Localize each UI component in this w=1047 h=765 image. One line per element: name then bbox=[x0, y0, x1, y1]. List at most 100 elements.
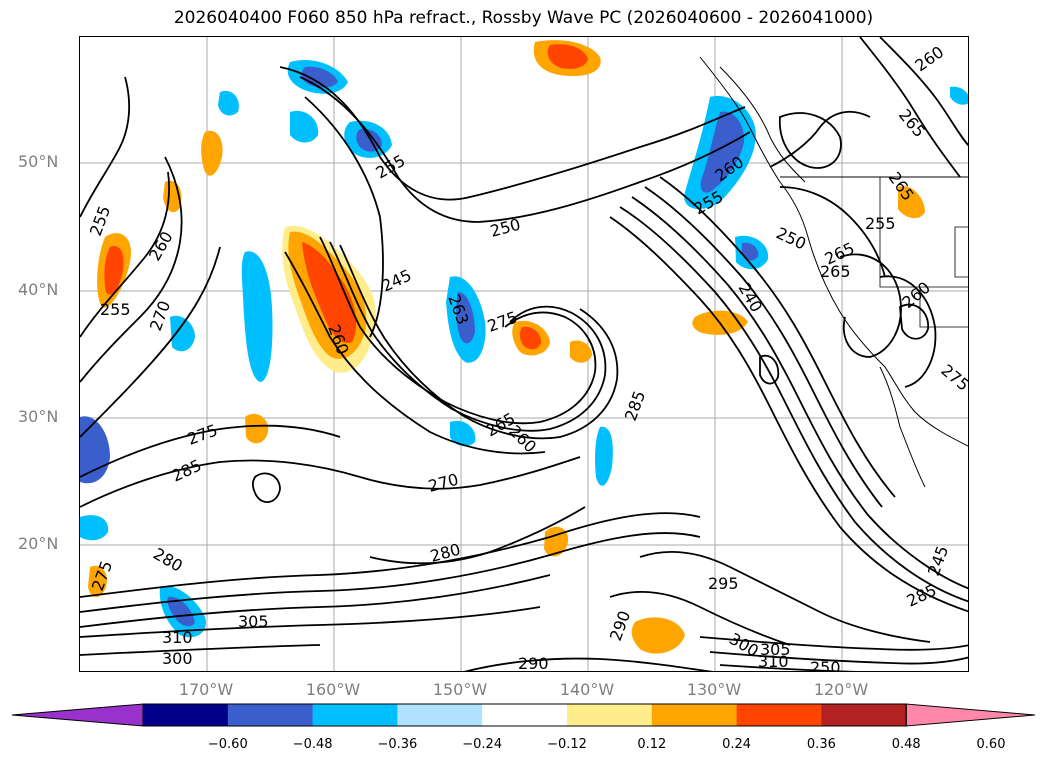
colorbar-tick-label: 0.48 bbox=[891, 737, 921, 752]
colorbar-segment bbox=[312, 704, 398, 726]
contour-label-42: 245 bbox=[924, 543, 952, 578]
anomaly-positive-spot-i bbox=[898, 186, 925, 219]
colorbar-tick-label: 0.12 bbox=[637, 737, 667, 752]
contour-west-255 bbox=[80, 76, 130, 218]
colorbar-segment bbox=[567, 704, 653, 726]
colorbar-segment bbox=[227, 704, 314, 726]
contour-jet-east-5 bbox=[659, 176, 896, 498]
anomaly-negative-north-c bbox=[290, 110, 319, 143]
anomaly-positive-spot-e bbox=[544, 526, 569, 557]
colorbar-tick-label: 0.36 bbox=[806, 737, 836, 752]
contour-west-260 bbox=[80, 171, 170, 338]
contour-ne-260 bbox=[879, 37, 968, 147]
contour-closed-d bbox=[899, 303, 929, 340]
contour-label-8: 250 bbox=[488, 215, 522, 241]
anomaly-positive-spot-f bbox=[631, 617, 685, 654]
contour-label-29: 280 bbox=[428, 540, 462, 566]
contour-label-22: 275 bbox=[937, 361, 969, 395]
anomaly-negative-north-b-core bbox=[356, 128, 382, 152]
lon-label-130w: 130°W bbox=[686, 680, 742, 699]
contour-label-30: 275 bbox=[88, 558, 116, 593]
colorbar-tick-label: −0.12 bbox=[547, 737, 587, 752]
contour-label-14: 250 bbox=[773, 223, 809, 253]
contour-275-mid bbox=[359, 456, 581, 490]
colorbar-segment bbox=[736, 704, 822, 726]
map-panel: 260 265 255 260 265 255 260 250 255 245 … bbox=[79, 36, 969, 672]
colorbar-frame bbox=[142, 703, 907, 727]
contour-main-trough-1 bbox=[319, 236, 597, 425]
map-title: 2026040400 F060 850 hPa refract., Rossby… bbox=[173, 8, 874, 28]
contour-label-2: 265 bbox=[895, 105, 929, 141]
lon-label-120w: 120°W bbox=[813, 680, 869, 699]
contour-closed-b bbox=[779, 112, 842, 169]
lat-label-50n: 50°N bbox=[18, 152, 59, 171]
colorbar-segment bbox=[821, 704, 907, 726]
contour-label-20: 265 bbox=[820, 262, 851, 281]
contour-310 bbox=[80, 644, 321, 656]
refractivity-contours bbox=[80, 37, 968, 671]
anomaly-negative-coast-core bbox=[700, 111, 745, 193]
contour-closed-c bbox=[759, 354, 780, 385]
colorbar-tick-label: −0.24 bbox=[462, 737, 503, 752]
anomaly-negative-spot-a bbox=[170, 315, 195, 352]
anomaly-positive-north-core bbox=[547, 44, 588, 69]
anomaly-negative-south-west-core bbox=[167, 596, 195, 627]
contour-label-13: 255 bbox=[100, 300, 131, 319]
contour-label-41: 250 bbox=[810, 658, 841, 672]
contour-290 bbox=[609, 590, 791, 646]
contour-south-band-3 bbox=[80, 574, 551, 628]
lon-label-140w: 140°W bbox=[559, 680, 615, 699]
border-east-box-2 bbox=[919, 287, 968, 328]
colorbar-segment bbox=[651, 704, 738, 726]
contour-main-trough-2 bbox=[329, 241, 607, 432]
colorbar-segment bbox=[397, 704, 483, 726]
contour-west-265 bbox=[80, 156, 183, 383]
contour-label-26: 285 bbox=[169, 455, 205, 485]
contour-south-band-2 bbox=[80, 532, 701, 613]
contour-ne-265 bbox=[859, 37, 961, 178]
colorbar-over-extend bbox=[905, 703, 1036, 727]
colorbar-tick-label: 0.24 bbox=[722, 737, 752, 752]
colorbar-under-extend bbox=[11, 703, 144, 727]
contour-west-270 bbox=[80, 246, 221, 438]
coastline-north-america bbox=[699, 56, 968, 447]
contour-label-6: 255 bbox=[86, 203, 114, 238]
map-canvas: 260 265 255 260 265 255 260 250 255 245 … bbox=[80, 37, 969, 672]
lat-label-40n: 40°N bbox=[18, 280, 59, 299]
contour-coast-265 bbox=[779, 186, 886, 278]
political-borders bbox=[879, 177, 968, 328]
contour-closed-a bbox=[251, 472, 281, 503]
colorbar-tick-label: −0.36 bbox=[377, 737, 418, 752]
anomaly-negative-central-core bbox=[456, 292, 475, 344]
anomaly-positive-west-core bbox=[104, 246, 124, 295]
anomaly-negative-west-edge bbox=[80, 416, 110, 484]
contour-label-21: 255 bbox=[865, 214, 896, 233]
contour-jet-east-3 bbox=[631, 196, 968, 590]
coastline-alaska-panhandle bbox=[719, 66, 806, 183]
contour-300 bbox=[464, 657, 713, 671]
contour-label-33: 305 bbox=[238, 612, 269, 631]
contour-jet-east-1 bbox=[609, 216, 968, 613]
lon-label-150w: 150°W bbox=[432, 680, 488, 699]
contour-280-east bbox=[639, 550, 931, 643]
colorbar-segment bbox=[143, 704, 229, 726]
contour-label-12: 270 bbox=[146, 298, 174, 333]
contour-245 bbox=[304, 96, 384, 338]
contour-main-trough-3 bbox=[339, 244, 619, 440]
contour-275-south bbox=[80, 424, 341, 478]
anomaly-negative-left-strip bbox=[241, 251, 273, 382]
colorbar-tick-label: −0.48 bbox=[292, 737, 333, 752]
anomaly-positive-central-peak bbox=[302, 242, 357, 343]
contour-label-35: 300 bbox=[162, 649, 193, 668]
anomaly-positive-spot-d bbox=[245, 413, 269, 444]
contour-east-bands-3 bbox=[719, 664, 856, 671]
contour-label-31: 280 bbox=[150, 544, 186, 576]
contour-label-7: 260 bbox=[145, 228, 177, 264]
border-east-box bbox=[879, 177, 968, 288]
contour-jet-east-4 bbox=[644, 186, 883, 508]
contour-label-1: 260 bbox=[911, 42, 947, 75]
contour-label-32: 295 bbox=[708, 574, 739, 593]
colorbar-tick-label: −0.60 bbox=[207, 737, 248, 752]
border-east-box-3 bbox=[954, 226, 968, 278]
contour-265-loop bbox=[284, 251, 546, 455]
